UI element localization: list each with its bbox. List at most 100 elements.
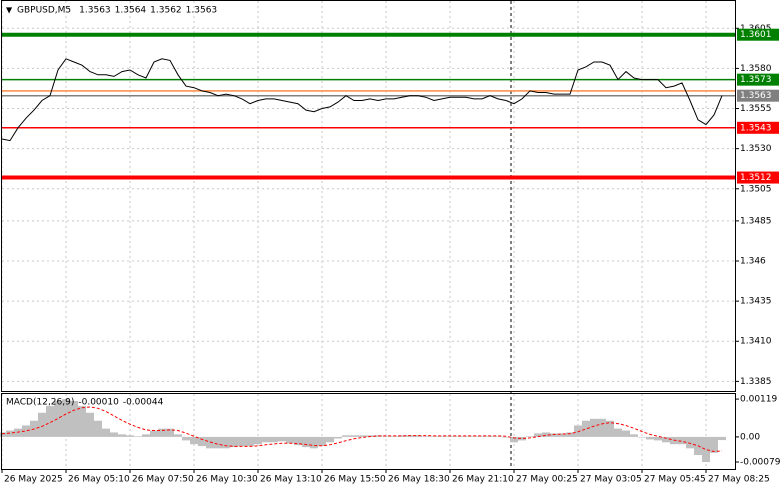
macd-bar [486, 436, 494, 437]
macd-bar [166, 428, 174, 437]
macd-bar [206, 436, 214, 449]
macd-bar [110, 432, 118, 437]
level-label-box [737, 73, 779, 86]
macd-bar [246, 436, 254, 447]
macd-bar [678, 436, 686, 445]
macd-bar [542, 432, 550, 437]
macd-bar [142, 434, 150, 437]
macd-bar [390, 436, 398, 437]
indicator-title: MACD(12,26,9) [6, 398, 74, 408]
macd-bar [454, 436, 462, 437]
level-label-box [737, 171, 779, 184]
macd-bar [534, 433, 542, 437]
macd-bar [126, 435, 134, 437]
macd-bar [358, 435, 366, 437]
main-frame [1, 0, 736, 392]
price-line [1, 58, 723, 142]
macd-bar [710, 436, 718, 453]
macd-bar [630, 434, 638, 437]
level-label: 1.3601 [737, 28, 779, 41]
macd-bar [0, 432, 6, 437]
macd-bar [382, 436, 390, 437]
y2-tick-label: -0.00079 [740, 458, 781, 468]
indicator-value: -0.00044 [123, 398, 164, 408]
macd-bar [294, 436, 302, 446]
macd-bar [310, 436, 318, 449]
macd-bar [590, 418, 598, 437]
macd-bar [494, 436, 502, 437]
macd-bar [662, 436, 670, 443]
macd-bar [318, 436, 326, 447]
macd-bar [14, 428, 22, 437]
x-tick-label: 26 May 15:50 [324, 475, 386, 485]
macd-bar [174, 434, 182, 437]
y-tick-label: 1.3410 [740, 337, 772, 347]
macd-bar [6, 430, 14, 437]
macd-bar [446, 436, 454, 437]
level-label: 1.3563 [737, 89, 779, 102]
level-label-text: 1.3512 [740, 173, 772, 183]
macd-bar [470, 436, 478, 437]
macd-bar [334, 436, 342, 439]
x-tick-label: 26 May 07:50 [132, 475, 194, 485]
macd-bar [614, 428, 622, 437]
macd-bar [118, 434, 126, 437]
macd-bar [478, 436, 486, 437]
x-tick-label: 26 May 18:30 [388, 475, 450, 485]
menu-arrow[interactable]: ▼ [6, 6, 13, 15]
macd-bar [62, 399, 70, 437]
y-tick-label: 1.3385 [740, 377, 772, 387]
macd-bar [198, 436, 206, 447]
macd-bar [654, 436, 662, 441]
macd-bar [622, 430, 630, 437]
signal-line [1, 406, 723, 453]
macd-bar [422, 436, 430, 437]
x-tick-label: 26 May 2025 [4, 475, 63, 485]
macd-bar [222, 436, 230, 449]
axes: -0.00010 -0.00044 1.3385 1.3410 1.3435 1.346 1… [1, 24, 781, 485]
macd-bar [430, 436, 438, 437]
y-tick-label: 1.3435 [740, 297, 772, 307]
macd-bar [158, 428, 166, 437]
x-tick-label: 26 May 21:10 [452, 475, 514, 485]
y-tick-label: 1.346 [740, 257, 766, 267]
macd-bar [566, 432, 574, 437]
level-label-text: 1.3573 [740, 75, 772, 85]
macd-bar [462, 436, 470, 437]
macd-bar [510, 436, 518, 443]
macd-bar [286, 436, 294, 444]
macd-bar [350, 435, 358, 437]
macd-bar [326, 436, 334, 443]
y-tick-label: 1.3555 [740, 104, 772, 114]
macd-bar [558, 433, 566, 437]
ohlc-value: 1.3563 [186, 6, 218, 16]
macd-bar [686, 436, 694, 449]
y-tick-label: 1.3485 [740, 216, 772, 226]
macd-bar [86, 412, 94, 437]
macd-bar [414, 435, 422, 437]
macd-bar [342, 435, 350, 437]
macd-bar [718, 436, 726, 441]
macd-bar [102, 428, 110, 437]
level-label: 1.3573 [737, 73, 779, 86]
macd-bar [574, 425, 582, 437]
y-tick-label: 1.3580 [740, 64, 772, 74]
macd-bar [278, 436, 286, 442]
y-tick-label: 1.3530 [740, 144, 772, 154]
macd-bar [598, 418, 606, 437]
ohlc-value: 1.3562 [150, 6, 182, 16]
y2-tick-label: 0.00 [740, 432, 760, 442]
level-label-box [737, 28, 779, 41]
macd-bar [150, 430, 158, 437]
x-tick-label: 27 May 03:05 [580, 475, 642, 485]
macd-bar [518, 436, 526, 441]
macd-bar [582, 420, 590, 437]
macd-bar [22, 425, 30, 437]
level-label-text: 1.3563 [740, 91, 772, 101]
x-tick-label: 27 May 08:25 [708, 475, 770, 485]
y-tick-label: 1.3505 [740, 184, 772, 194]
ohlc-value: 1.3563 [79, 6, 111, 16]
level-label-text: 1.3543 [740, 123, 772, 133]
